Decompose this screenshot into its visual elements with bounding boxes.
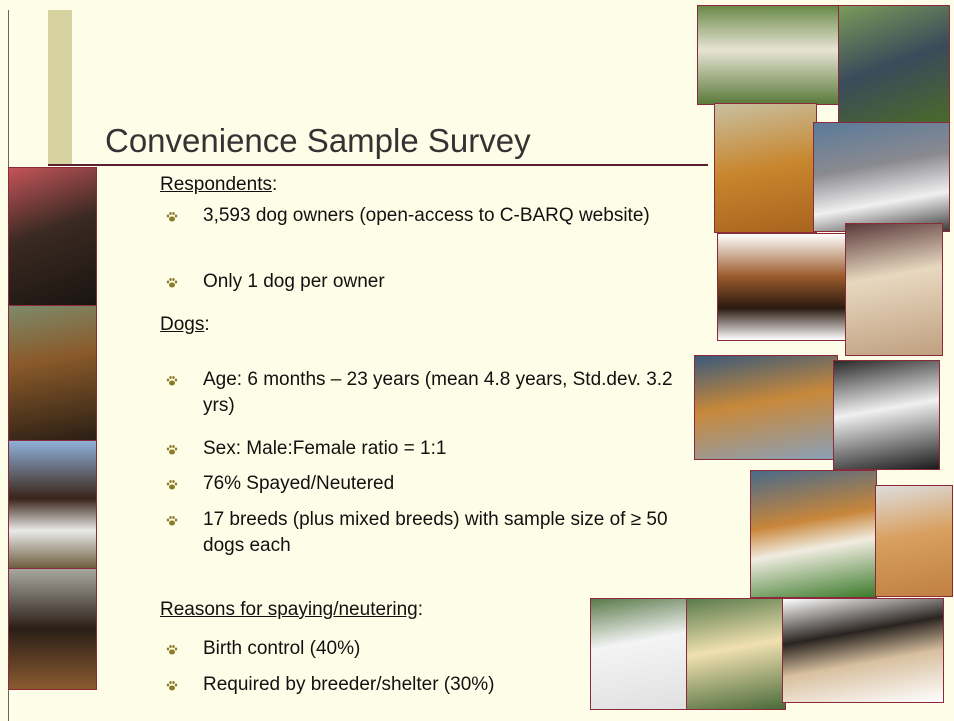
heading-label: Dogs [160,314,205,335]
dog-photo [875,485,953,597]
bullet-item: Age: 6 months – 23 years (mean 4.8 years… [203,369,673,416]
paw-bullet [166,480,178,490]
dog-photo [697,5,839,105]
section-heading: Respondents: [160,174,277,196]
bullet-item: 3,593 dog owners (open-access to C-BARQ … [203,205,650,226]
paw-bullet [166,212,178,222]
bullet-item: 76% Spayed/Neutered [203,473,395,494]
heading-suffix: : [271,174,278,195]
dog-photo [782,598,944,703]
dog-photo [833,360,940,470]
paw-bullet [166,445,178,455]
dog-photo [590,598,688,710]
bullet-item: Required by breeder/shelter (30%) [203,674,495,695]
section-heading: Dogs: [160,314,210,336]
section-heading: Reasons for spaying/neutering: [160,599,423,621]
heading-label: Respondents [160,174,272,195]
dog-photo [8,167,97,307]
dog-photo [714,103,817,233]
paw-bullet [166,681,178,691]
dog-photo [686,598,786,710]
paw-bullet [166,516,178,526]
heading-label: Reasons for spaying/neutering [160,599,418,620]
bullet-item: Birth control (40%) [203,638,361,659]
accent-bar [48,10,72,165]
dog-photo [694,355,838,460]
dog-photo [750,470,877,598]
title-rule [48,164,708,166]
heading-suffix: : [417,599,423,620]
dog-photo [813,122,950,232]
dog-photo [845,223,943,356]
bullet-item: Sex: Male:Female ratio = 1:1 [203,438,447,459]
paw-bullet [166,376,178,386]
dog-photo [8,440,97,570]
dog-photo [838,5,950,123]
dog-photo [8,305,97,442]
paw-bullet [166,645,178,655]
dog-photo [717,233,847,341]
heading-suffix: : [204,314,210,335]
bullet-item: Only 1 dog per owner [203,271,385,292]
paw-bullet [166,278,178,288]
bullet-item: 17 breeds (plus mixed breeds) with sampl… [203,509,668,556]
dog-photo [8,568,97,690]
slide-title: Convenience Sample Survey [105,122,531,159]
